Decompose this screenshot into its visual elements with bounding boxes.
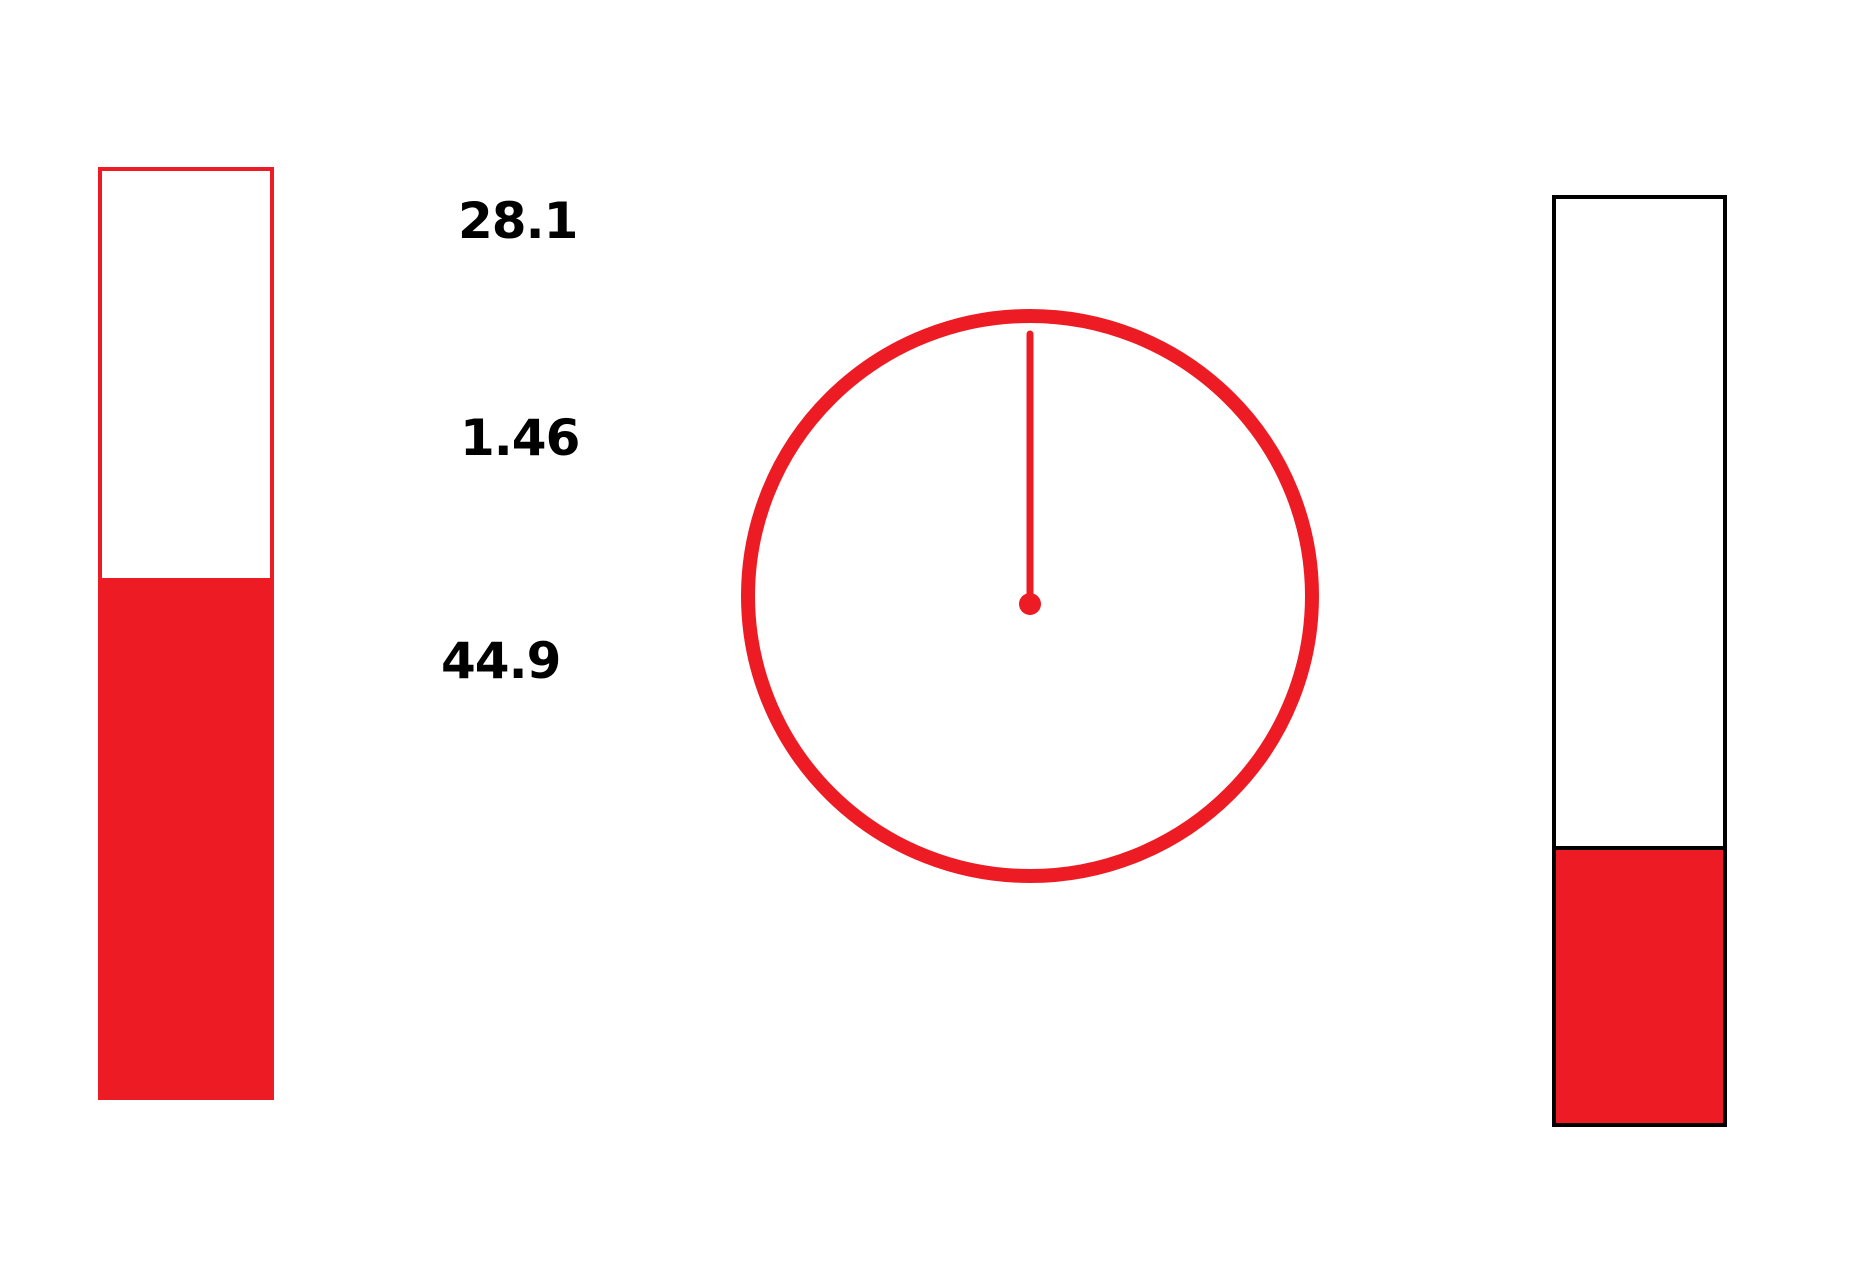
- dial-gauge-hub: [1019, 593, 1041, 615]
- left-level-bar: [98, 167, 274, 1100]
- dial-gauge-ring: [741, 309, 1319, 883]
- right-level-bar: [1552, 195, 1727, 1127]
- right-level-bar-fill: [1556, 846, 1723, 1123]
- left-level-bar-fill: [102, 578, 270, 1096]
- readout-value-1: 28.1: [458, 192, 578, 250]
- readout-value-3: 44.9: [441, 632, 561, 690]
- dial-gauge: [741, 309, 1319, 883]
- readout-value-2: 1.46: [460, 409, 580, 467]
